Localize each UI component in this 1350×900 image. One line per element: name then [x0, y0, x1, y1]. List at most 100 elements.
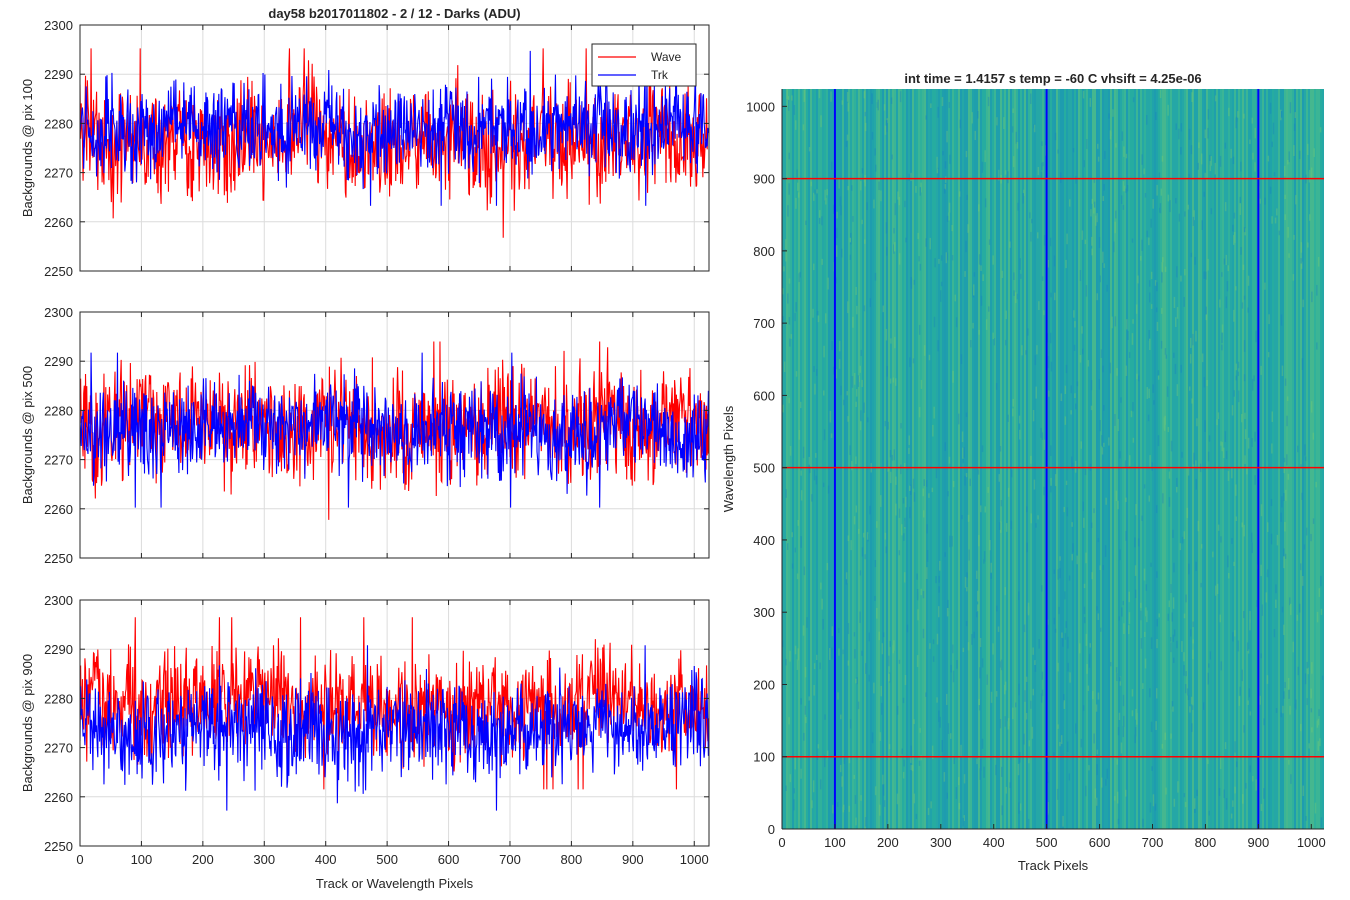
heatmap-speckle-dot — [895, 503, 897, 516]
heatmap-speckle-dot — [786, 543, 789, 550]
heatmap-speckle-dot — [841, 776, 843, 787]
heatmap-speckle-dot — [1221, 442, 1223, 452]
heatmap-speckle-dot — [1140, 610, 1142, 621]
heatmap-speckle-dot — [903, 759, 905, 767]
heatmap-speckle-dot — [1219, 614, 1221, 623]
heatmap-column — [936, 89, 938, 829]
heatmap-speckle-dot — [1313, 148, 1315, 158]
heatmap-speckle-dot — [1091, 198, 1094, 204]
heatmap-speckle-dot — [860, 795, 862, 801]
heatmap-speckle-dot — [1294, 703, 1297, 708]
y-tick-label: 2270 — [44, 166, 73, 181]
heatmap-speckle-dot — [1035, 386, 1037, 399]
y-tick-label: 2290 — [44, 354, 73, 369]
heatmap-speckle-dot — [1190, 696, 1193, 705]
heatmap-speckle-dot — [1083, 606, 1086, 615]
heatmap-speckle-dot — [1081, 326, 1083, 334]
heatmap-speckle-dot — [1082, 90, 1085, 99]
heatmap-speckle-dot — [1054, 292, 1056, 301]
heatmap-speckle-dot — [800, 490, 803, 501]
heatmap-speckle-dot — [1186, 507, 1189, 519]
heatmap-speckle-dot — [962, 447, 964, 459]
heatmap-speckle-dot — [904, 517, 906, 528]
heatmap-speckle-dot — [1050, 332, 1052, 344]
heatmap-speckle-dot — [1191, 398, 1193, 404]
heatmap-speckle-dot — [1243, 295, 1246, 300]
heatmap-speckle-dot — [1183, 297, 1185, 307]
y-tick-label: 2280 — [44, 403, 73, 418]
heatmap-speckle-dot — [978, 535, 980, 547]
heatmap-speckle-dot — [835, 245, 838, 257]
heatmap-speckle-dot — [1065, 259, 1067, 269]
heatmap-column — [876, 89, 878, 829]
heatmap-speckle-dot — [973, 631, 975, 639]
heatmap-speckle-dot — [1012, 398, 1014, 407]
heatmap-column — [800, 89, 802, 829]
heatmap-column — [1220, 89, 1222, 829]
heatmap-speckle-dot — [1316, 284, 1318, 296]
heatmap-speckle-dot — [1170, 642, 1172, 653]
heatmap-speckle-dot — [1047, 356, 1050, 369]
heatmap-column — [864, 89, 866, 829]
heatmap-speckle-dot — [836, 227, 838, 239]
heatmap-speckle-dot — [827, 485, 830, 494]
heatmap-speckle-dot — [1184, 211, 1186, 217]
heatmap-column — [972, 89, 974, 829]
heatmap-speckle-dot — [800, 768, 802, 779]
y-axis-label: Backgrounds @ pix 900 — [20, 654, 35, 792]
heatmap-speckle-dot — [1109, 131, 1112, 136]
heatmap-speckle-dot — [951, 535, 953, 547]
heatmap-speckle-dot — [1050, 477, 1052, 486]
heatmap-speckle-dot — [913, 492, 916, 502]
heatmap-column — [1002, 89, 1004, 829]
y-tick-label: 200 — [753, 677, 775, 692]
heatmap-speckle-dot — [1300, 258, 1302, 264]
heatmap-speckle-dot — [1190, 252, 1193, 258]
heatmap-column — [1240, 89, 1242, 829]
heatmap-speckle-dot — [948, 202, 951, 213]
heatmap-speckle-dot — [1235, 286, 1237, 291]
heatmap-speckle-dot — [1093, 201, 1096, 208]
heatmap-speckle-dot — [1240, 161, 1242, 172]
heatmap-speckle-dot — [863, 91, 866, 99]
heatmap-speckle-dot — [1075, 723, 1077, 734]
heatmap-speckle-dot — [838, 627, 840, 634]
heatmap-speckle-dot — [1172, 597, 1175, 609]
heatmap-speckle-dot — [1150, 562, 1152, 567]
heatmap-speckle-dot — [1270, 533, 1273, 545]
heatmap-speckle-dot — [1157, 370, 1160, 376]
heatmap-speckle-dot — [1127, 330, 1129, 341]
heatmap-speckle-dot — [1093, 733, 1095, 744]
heatmap-speckle-dot — [910, 755, 912, 763]
heatmap-speckle-dot — [1243, 227, 1246, 233]
heatmap-column — [974, 89, 976, 829]
heatmap-speckle-dot — [1152, 199, 1154, 209]
heatmap-speckle-dot — [1100, 349, 1103, 358]
heatmap-speckle-dot — [1066, 507, 1069, 517]
heatmap-speckle-dot — [1145, 584, 1148, 591]
heatmap-speckle-dot — [1114, 414, 1116, 426]
heatmap-speckle-dot — [874, 595, 876, 601]
heatmap-speckle-dot — [1143, 484, 1146, 489]
heatmap-speckle-dot — [1176, 477, 1178, 487]
heatmap-speckle-dot — [1263, 718, 1265, 726]
heatmap-speckle-dot — [1074, 393, 1076, 399]
heatmap-column — [896, 89, 898, 829]
heatmap-speckle-dot — [1023, 624, 1026, 633]
heatmap-speckle-dot — [944, 552, 946, 557]
heatmap-column — [1134, 89, 1136, 829]
heatmap-column — [1308, 89, 1310, 829]
heatmap-column — [934, 89, 936, 829]
heatmap-speckle-dot — [1287, 227, 1289, 238]
heatmap-speckle-dot — [853, 774, 855, 779]
heatmap-speckle-dot — [1043, 310, 1045, 316]
heatmap-speckle-dot — [1018, 683, 1020, 696]
heatmap-column — [832, 89, 834, 829]
heatmap-speckle-dot — [793, 105, 796, 115]
heatmap-speckle-dot — [910, 484, 912, 495]
heatmap-speckle-dot — [901, 524, 903, 536]
heatmap-speckle-dot — [824, 714, 826, 720]
series-trk-line — [80, 352, 709, 508]
heatmap-columns — [782, 89, 1324, 829]
heatmap-speckle-dot — [988, 239, 991, 245]
